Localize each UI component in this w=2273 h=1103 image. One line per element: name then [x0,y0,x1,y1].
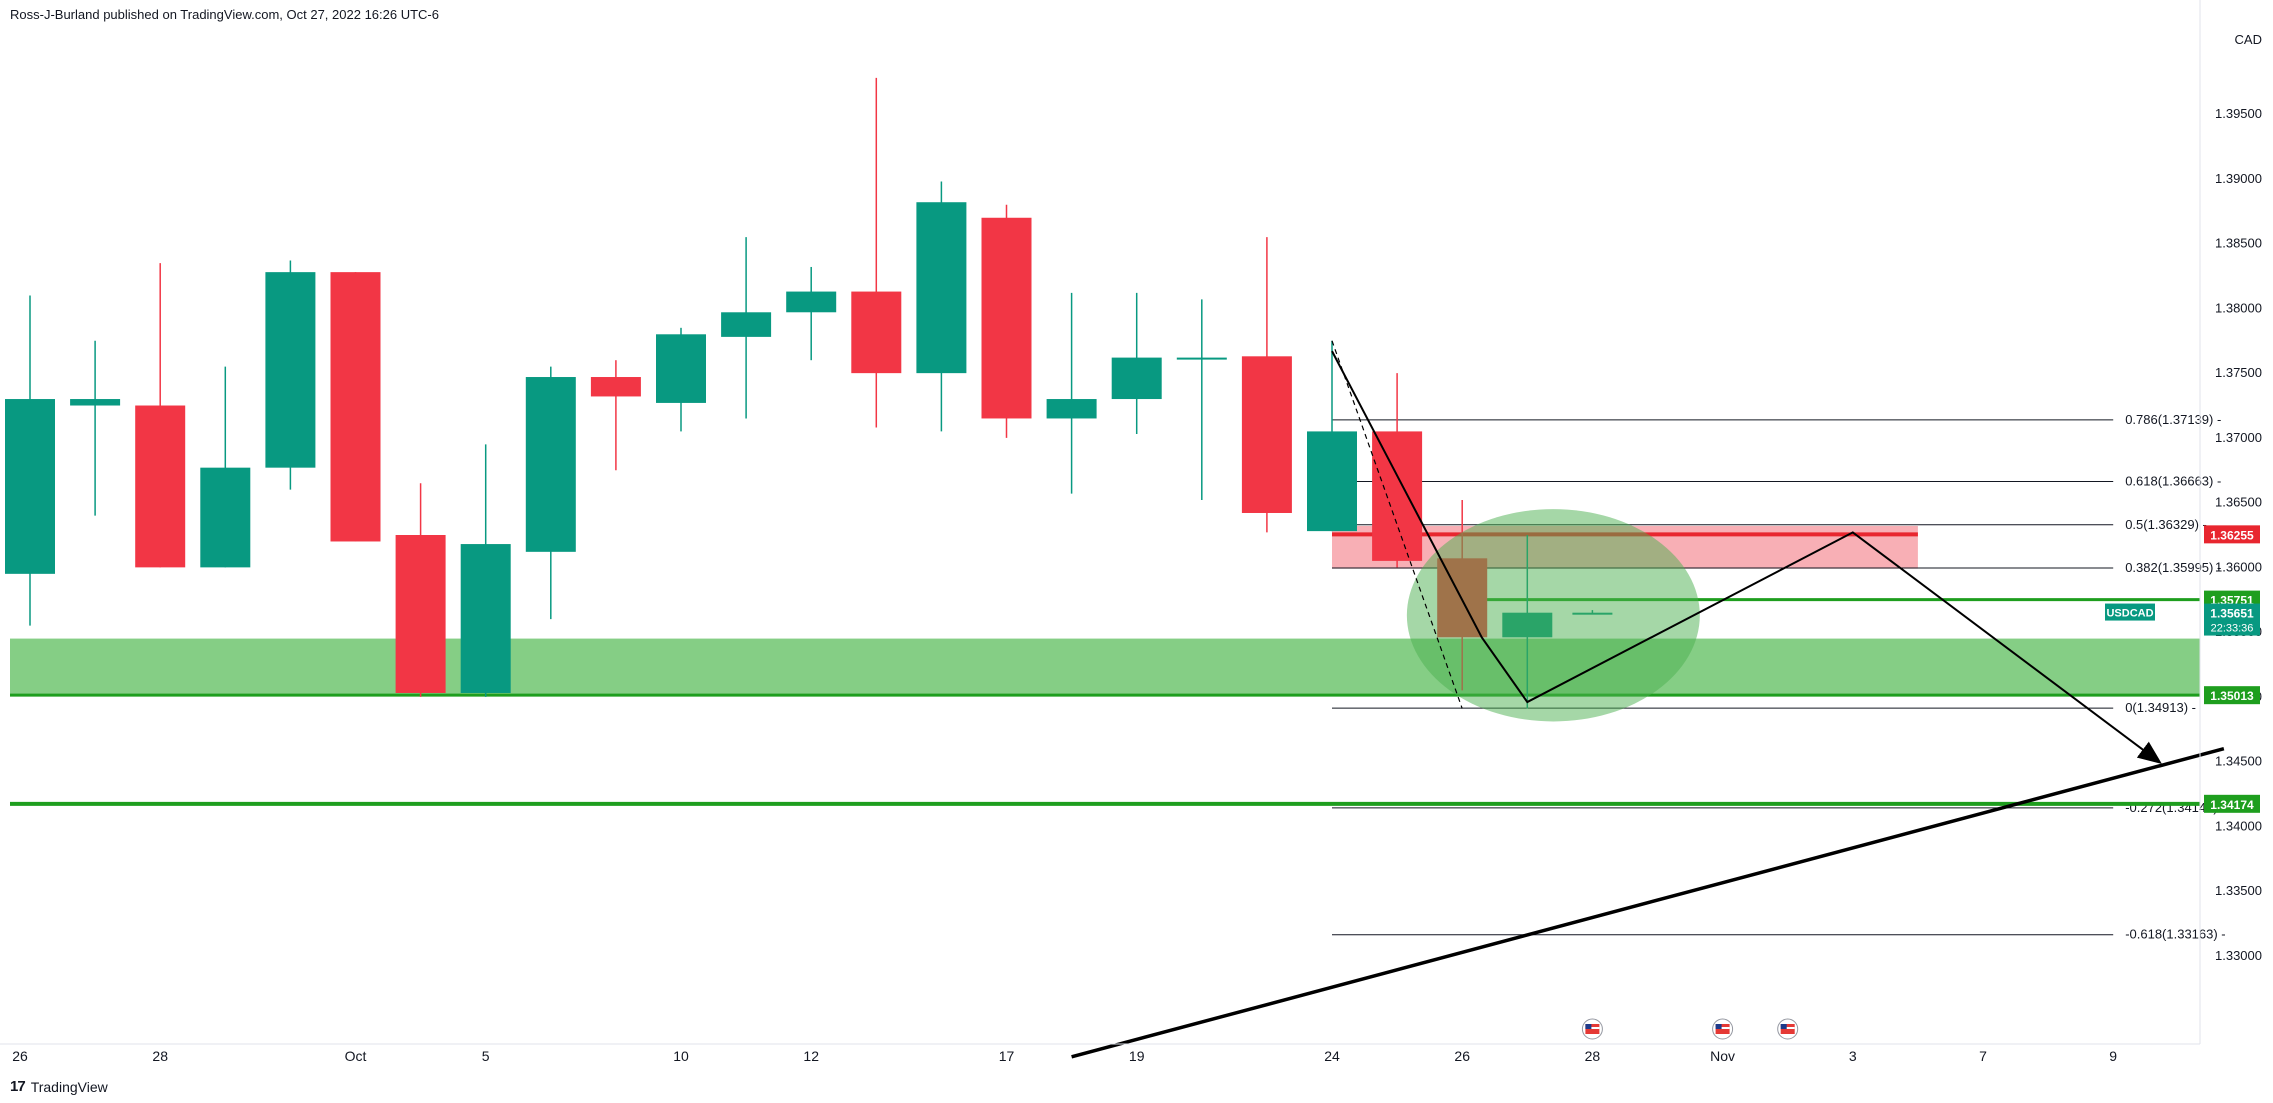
time-tick-label: 26 [12,1048,28,1064]
price-badge-text: 1.36255 [2210,528,2254,542]
price-tick-label: 1.38000 [2215,300,2262,315]
highlight-ellipse[interactable] [1406,509,1700,722]
candles-layer [5,77,1613,709]
candle[interactable] [265,272,316,468]
time-tick-label: 28 [1585,1048,1601,1064]
time-tick-label: 19 [1129,1048,1145,1064]
candle[interactable] [200,467,251,568]
time-tick-label: 10 [673,1048,689,1064]
candle[interactable] [460,544,511,693]
symbol-badge-bg [2105,603,2155,621]
candle[interactable] [135,405,186,568]
candle[interactable] [786,291,837,313]
tradingview-footer[interactable]: 17 TradingView [10,1078,108,1095]
fib-diagonal [1331,340,1463,709]
us-flag-icon[interactable] [1777,1018,1799,1040]
time-tick-label: 28 [152,1048,168,1064]
price-badge-bg [2204,794,2260,813]
candle[interactable] [330,272,381,542]
candle[interactable] [1176,357,1227,360]
time-axis: 26 28 Oct 5 10 12 17 19 24 26 28 Nov 3 7 9 [0,1043,2200,1064]
candle[interactable] [981,217,1032,419]
fib-label: 0.382(1.35995) - [2125,560,2221,575]
time-tick-label: 17 [999,1048,1015,1064]
candle[interactable] [1241,356,1292,513]
price-tick-label: 1.34500 [2215,754,2262,769]
symbol-badge-text: USDCAD [2106,608,2153,620]
support-trendline[interactable] [1071,746,2225,1059]
time-tick-label: 3 [1849,1048,1857,1064]
drawings-layer [1071,340,2225,1059]
time-tick-label: 9 [2109,1048,2117,1064]
price-tick-label: 1.38500 [2215,236,2262,251]
candle[interactable] [1111,357,1162,400]
candle[interactable] [851,291,902,374]
price-tick-label: 1.33500 [2215,883,2262,898]
time-tick-label: 7 [1979,1048,1987,1064]
flag-canton [1585,1024,1592,1029]
candle[interactable] [721,312,772,337]
price-badge-bg [2204,525,2260,544]
time-tick-label: 26 [1454,1048,1470,1064]
price-badge-text: 1.35013 [2210,689,2254,703]
time-tick-label: 24 [1324,1048,1340,1064]
candle[interactable] [525,377,576,552]
time-tick-label: 12 [803,1048,819,1064]
candle[interactable] [1372,431,1423,561]
fib-label: 0.786(1.37139) - [2125,412,2221,427]
price-tick-label: 1.34000 [2215,818,2262,833]
currency-label: CAD [2235,32,2262,47]
us-flag-icon[interactable] [1712,1018,1734,1040]
flag-canton [1715,1024,1722,1029]
flag-canton [1780,1024,1787,1029]
price-badge-bg [2204,686,2260,705]
candle[interactable] [1307,431,1357,532]
candle[interactable] [916,202,967,374]
highlight-ellipse-layer [1406,509,1700,722]
price-tick-label: 1.36500 [2215,495,2262,510]
price-axis: CAD1.330001.335001.340001.345001.350001.… [2199,0,2262,1044]
candle[interactable] [1046,399,1097,419]
candle[interactable] [395,535,446,693]
candle[interactable] [5,399,55,574]
last-price-badge-bg [2204,603,2260,636]
us-flag-icon[interactable] [1581,1018,1603,1040]
publisher-caption: Ross-J-Burland published on TradingView.… [10,7,439,22]
tradingview-brand: TradingView [30,1078,108,1095]
green-support-zone [10,638,2200,696]
fib-label: 0.5(1.36329) - [2125,517,2207,532]
time-tick-label: 5 [482,1048,490,1064]
time-tick-label: Nov [1710,1048,1735,1064]
projection-path[interactable] [1331,350,2162,765]
flag-stripe-white [1780,1027,1795,1029]
fib-label: 0.618(1.36663) - [2125,474,2221,489]
bar-countdown-text: 22:33:36 [2211,623,2254,635]
last-price-text: 1.35651 [2210,607,2254,621]
price-tick-label: 1.39500 [2215,106,2262,121]
fib-label: -0.618(1.33163) - [2125,927,2225,942]
price-tick-label: 1.36000 [2215,559,2262,574]
candle[interactable] [590,377,641,397]
fib-label: 0(1.34913) - [2125,700,2196,715]
event-markers-layer [1581,1018,1799,1040]
price-tick-label: 1.37500 [2215,365,2262,380]
flag-stripe-white [1715,1027,1730,1029]
flag-stripe-white [1585,1027,1600,1029]
price-tick-label: 1.33000 [2215,948,2262,963]
time-tick-label: Oct [345,1048,367,1064]
tradingview-logo-icon: 17 [10,1078,26,1095]
zones-layer [10,525,2200,696]
candle[interactable] [656,334,706,403]
price-badge-text: 1.34174 [2210,798,2254,812]
candle[interactable] [70,399,121,406]
price-tick-label: 1.39000 [2215,171,2262,186]
price-tick-label: 1.37000 [2215,430,2262,445]
